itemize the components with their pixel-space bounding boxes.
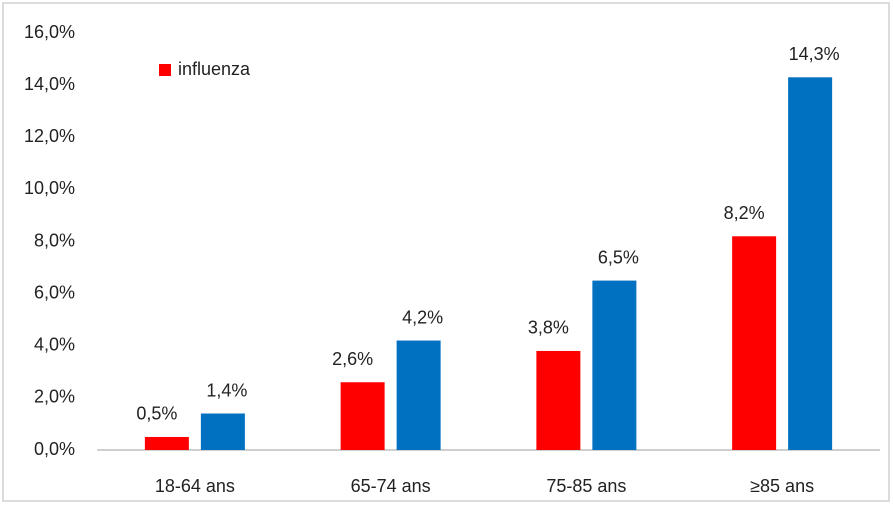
- legend-label: influenza: [178, 59, 251, 79]
- x-tick-label: ≥85 ans: [750, 476, 814, 496]
- bar: [732, 236, 777, 450]
- bar: [396, 340, 441, 450]
- y-tick-label: 4,0%: [34, 335, 75, 355]
- value-label: 2,6%: [332, 349, 373, 369]
- value-label: 3,8%: [528, 318, 569, 338]
- value-label: 6,5%: [598, 247, 639, 267]
- y-tick-label: 6,0%: [34, 282, 75, 302]
- bar: [340, 382, 385, 450]
- x-tick-label: 75-85 ans: [546, 476, 626, 496]
- value-label: 0,5%: [136, 404, 177, 424]
- y-tick-label: 8,0%: [34, 230, 75, 250]
- bar: [788, 77, 833, 451]
- y-tick-label: 12,0%: [24, 126, 75, 146]
- bar: [536, 350, 581, 450]
- y-tick-label: 0,0%: [34, 439, 75, 459]
- x-tick-label: 65-74 ans: [351, 476, 431, 496]
- bar: [144, 436, 189, 450]
- y-tick-label: 16,0%: [24, 22, 75, 42]
- value-label: 14,3%: [789, 44, 840, 64]
- value-label: 4,2%: [402, 307, 443, 327]
- x-tick-label: 18-64 ans: [155, 476, 235, 496]
- bar: [200, 413, 245, 450]
- legend-swatch: [159, 64, 171, 76]
- y-tick-label: 14,0%: [24, 74, 75, 94]
- y-tick-label: 2,0%: [34, 387, 75, 407]
- y-tick-label: 10,0%: [24, 178, 75, 198]
- bar: [592, 280, 637, 450]
- value-label: 1,4%: [206, 380, 247, 400]
- value-label: 8,2%: [724, 203, 765, 223]
